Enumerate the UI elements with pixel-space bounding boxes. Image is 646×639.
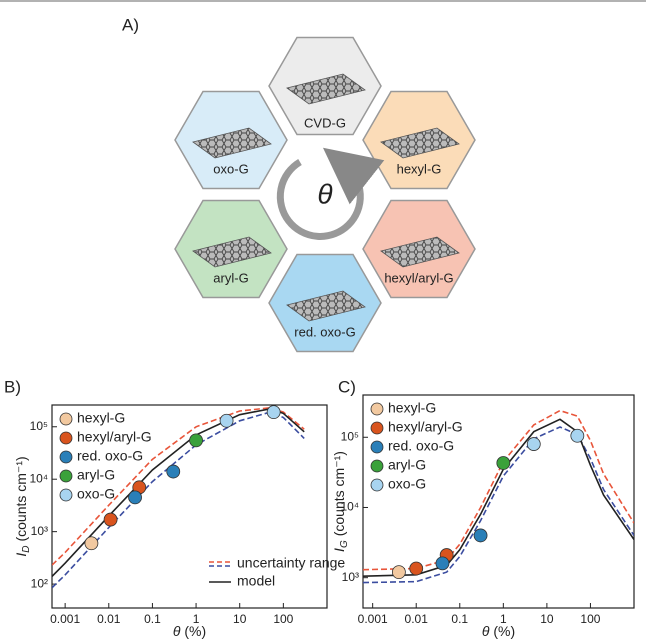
- data-point: [527, 438, 540, 451]
- y-tick-label: 10²: [31, 576, 48, 590]
- legend-marker: [60, 451, 72, 463]
- y-label-unit: (counts cm⁻¹): [13, 456, 29, 541]
- node-label: red. oxo-G: [294, 324, 355, 339]
- x-tick-label: 0.1: [144, 612, 161, 626]
- x-tick-label: 0.001: [358, 612, 388, 626]
- legend-label: aryl-G: [77, 467, 115, 483]
- legend-marker: [60, 470, 72, 482]
- legend-label: oxo-G: [388, 476, 426, 492]
- legend-label: oxo-G: [77, 486, 115, 502]
- x-label-symbol: θ: [173, 623, 181, 639]
- legend-label: model: [237, 573, 275, 589]
- data-point: [392, 566, 405, 579]
- legend-label: uncertainty range: [237, 555, 345, 571]
- data-point: [410, 562, 423, 575]
- legend-label: hexyl/aryl-G: [77, 429, 152, 445]
- x-axis-label: θ (%): [482, 623, 515, 639]
- center-symbol: θ: [317, 178, 332, 209]
- figure: A) CVD-G hexyl-G hexyl/aryl-G red. oxo-G ary…: [0, 0, 646, 639]
- legend-marker: [371, 460, 383, 472]
- data-point: [167, 465, 180, 478]
- y-tick-label: 10³: [342, 570, 359, 584]
- panel-label: B): [4, 377, 21, 396]
- diagram: A) CVD-G hexyl-G hexyl/aryl-G red. oxo-G ary…: [122, 15, 475, 351]
- node-label: hexyl-G: [397, 161, 442, 176]
- y-tick-label: 10⁵: [30, 419, 48, 433]
- legend-marker: [371, 403, 383, 415]
- legend-label: hexyl/aryl-G: [388, 419, 463, 435]
- data-point: [436, 557, 449, 570]
- data-point: [220, 414, 233, 427]
- x-tick-label: 0.01: [405, 612, 429, 626]
- panel-label: A): [122, 15, 139, 34]
- x-tick-label: 10: [233, 612, 247, 626]
- x-tick-label: 10: [540, 612, 554, 626]
- legend-label: hexyl-G: [388, 400, 436, 416]
- x-tick-label: 0.001: [50, 612, 80, 626]
- y-label-unit: (counts cm⁻¹): [331, 451, 347, 536]
- x-tick-label: 0.1: [451, 612, 468, 626]
- x-tick-label: 0.01: [97, 612, 121, 626]
- legend-marker: [60, 432, 72, 444]
- x-label-unit: (%): [184, 623, 206, 639]
- legend-marker: [371, 441, 383, 453]
- legend-label: aryl-G: [388, 457, 426, 473]
- data-point: [190, 434, 203, 447]
- data-point: [85, 537, 98, 550]
- y-label-subscript: G: [339, 540, 350, 548]
- legend-marker: [371, 422, 383, 434]
- data-point: [497, 457, 510, 470]
- data-point: [474, 529, 487, 542]
- y-tick-label: 10⁴: [29, 471, 48, 485]
- y-tick-label: 10⁵: [341, 429, 359, 443]
- data-point: [267, 406, 280, 419]
- node-label: CVD-G: [304, 115, 346, 130]
- legend-label: red. oxo-G: [388, 438, 454, 454]
- data-point: [571, 429, 584, 442]
- x-tick-label: 100: [580, 612, 600, 626]
- node-label: oxo-G: [213, 161, 248, 176]
- x-tick-label: 100: [273, 612, 293, 626]
- legend-marker: [371, 479, 383, 491]
- y-tick-label: 10³: [31, 524, 48, 538]
- data-point: [129, 491, 142, 504]
- legend-marker: [60, 489, 72, 501]
- data-point: [104, 513, 117, 526]
- panel-label: C): [338, 377, 356, 396]
- x-axis-label: θ (%): [173, 623, 206, 639]
- legend-label: hexyl-G: [77, 410, 125, 426]
- x-label-symbol: θ: [482, 623, 490, 639]
- node-label: aryl-G: [213, 270, 248, 285]
- legend-marker: [60, 413, 72, 425]
- y-label-subscript: D: [21, 546, 32, 553]
- legend-label: red. oxo-G: [77, 448, 143, 464]
- node-label: hexyl/aryl-G: [384, 270, 453, 285]
- x-label-unit: (%): [493, 623, 515, 639]
